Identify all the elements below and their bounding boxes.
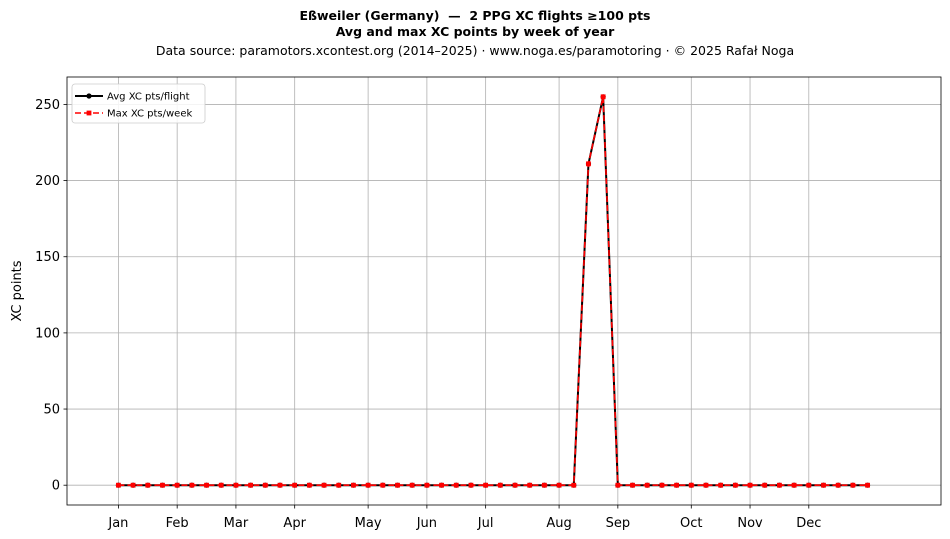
max-point xyxy=(483,482,489,488)
max-point xyxy=(850,482,856,488)
max-point xyxy=(777,482,782,488)
max-point xyxy=(556,482,562,488)
max-point xyxy=(277,482,283,488)
max-point xyxy=(527,482,533,488)
max-point xyxy=(659,482,665,488)
max-point xyxy=(262,482,268,488)
max-point xyxy=(688,482,694,488)
max-point xyxy=(747,482,753,488)
series-line-avg xyxy=(118,95,868,487)
max-point xyxy=(424,482,430,488)
max-point xyxy=(130,482,136,488)
max-point xyxy=(336,482,342,488)
legend: Avg XC pts/flight Max XC pts/week xyxy=(71,83,206,124)
axes: 0 50 100 150 200 250 Jan Feb Mar Apr May Jun Jul Aug S… xyxy=(35,98,821,531)
max-point xyxy=(732,482,738,488)
x-tick-label: Aug xyxy=(546,516,571,531)
legend-marker xyxy=(86,93,92,99)
max-point xyxy=(468,482,474,488)
max-point xyxy=(762,482,768,488)
max-point xyxy=(204,482,209,488)
max-point xyxy=(630,482,635,488)
max-point xyxy=(806,482,812,488)
y-tick-label: 0 xyxy=(52,479,60,494)
max-point xyxy=(395,482,400,488)
max-point xyxy=(703,482,709,488)
max-point xyxy=(615,482,621,488)
max-point xyxy=(541,482,547,488)
max-point xyxy=(644,482,650,488)
max-point xyxy=(865,482,870,488)
max-point xyxy=(248,482,254,488)
x-tick-label: Sep xyxy=(606,516,631,531)
y-tick-label: 100 xyxy=(35,326,60,341)
max-point xyxy=(835,482,841,488)
max-point xyxy=(365,482,371,488)
x-tick-label: Apr xyxy=(283,516,306,531)
max-point xyxy=(453,482,459,488)
max-point xyxy=(321,482,327,488)
max-point xyxy=(571,482,577,488)
y-axis-label: XC points xyxy=(10,260,25,321)
max-point xyxy=(821,482,826,488)
max-point xyxy=(409,482,415,488)
max-point xyxy=(174,482,180,488)
max-point xyxy=(292,482,298,488)
x-tick-label: Nov xyxy=(737,516,763,531)
legend-label: Avg XC pts/flight xyxy=(107,92,190,103)
x-tick-label: May xyxy=(355,516,382,531)
max-point xyxy=(218,482,224,488)
legend-marker xyxy=(86,110,92,116)
x-tick-label: Oct xyxy=(680,516,702,531)
max-point xyxy=(718,482,724,488)
max-point xyxy=(600,94,606,100)
max-point xyxy=(160,482,165,488)
x-tick-label: Jul xyxy=(477,516,494,531)
x-tick-label: Feb xyxy=(166,516,189,531)
max-point xyxy=(497,482,503,488)
chart-title-secondary: Avg and max XC points by week of year xyxy=(335,24,615,39)
y-tick-label: 200 xyxy=(35,174,60,189)
plot-frame xyxy=(66,76,942,506)
chart-title-block: Eßweiler (Germany) — 2 PPG XC flights ≥1… xyxy=(0,8,950,59)
max-point xyxy=(674,482,679,488)
x-tick-label: Dec xyxy=(796,516,821,531)
grid xyxy=(67,77,941,505)
max-point xyxy=(512,482,518,488)
x-tick-label: Jan xyxy=(107,516,128,531)
chart-subtitle: Data source: paramotors.xcontest.org (20… xyxy=(155,43,795,58)
max-point xyxy=(439,482,444,488)
max-point xyxy=(586,161,591,167)
x-tick-label: Jun xyxy=(416,516,437,531)
legend-box xyxy=(71,83,206,124)
y-tick-label: 150 xyxy=(35,250,60,265)
chart-title: Eßweiler (Germany) — 2 PPG XC flights ≥1… xyxy=(299,8,651,23)
series-line-max xyxy=(118,96,868,487)
max-point xyxy=(233,482,239,488)
y-tick-label: 50 xyxy=(43,403,60,418)
max-point xyxy=(145,482,151,488)
series-layer xyxy=(115,94,871,488)
y-tick-label: 250 xyxy=(35,98,60,113)
max-point xyxy=(189,482,195,488)
max-point xyxy=(116,482,121,488)
max-point xyxy=(380,482,386,488)
legend-label: Max XC pts/week xyxy=(107,109,192,120)
x-tick-label: Mar xyxy=(224,516,249,531)
max-point xyxy=(791,482,797,488)
max-point xyxy=(306,482,312,488)
max-point xyxy=(351,482,356,488)
